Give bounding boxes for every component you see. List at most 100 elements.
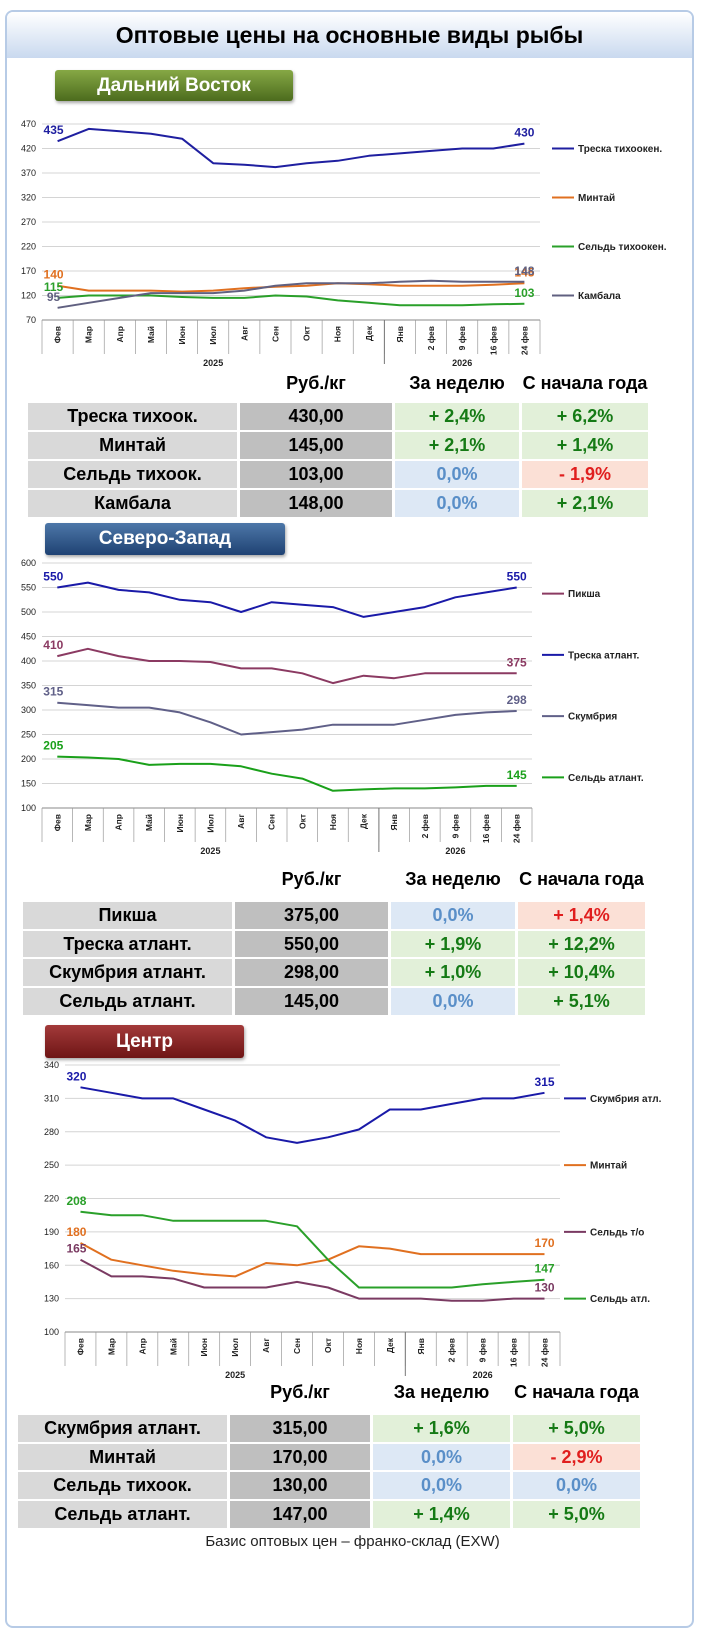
table-cell: + 2,1% <box>395 432 519 459</box>
table-cell: 0,0% <box>395 461 519 488</box>
table-cell: 145,00 <box>240 432 392 459</box>
column-header: С начала года <box>514 1381 639 1402</box>
region-badge: Центр <box>45 1025 244 1058</box>
legend-label: Сельдь т/о <box>590 1227 644 1238</box>
x-tick-label: 2 фев <box>447 1338 457 1362</box>
table-cell: 148,00 <box>240 490 392 517</box>
frame <box>5 10 694 1628</box>
series-line <box>80 1258 545 1302</box>
data-label: 170 <box>535 1236 555 1250</box>
x-tick-label: Янв <box>389 814 399 830</box>
row-label: Сельдь тихоок. <box>18 1472 227 1500</box>
legend-label: Пикша <box>568 589 601 600</box>
table-cell: 170,00 <box>230 1443 370 1471</box>
data-label: 298 <box>507 693 527 707</box>
table-cell: 0,0% <box>395 490 519 517</box>
table-cell: 315,00 <box>230 1415 370 1442</box>
table-cell: + 10,4% <box>518 959 645 987</box>
x-tick-label: Авг <box>239 326 249 341</box>
x-tick-label: Фев <box>75 1338 85 1355</box>
row-label: Минтай <box>28 432 237 459</box>
table-cell: 0,0% <box>391 902 515 929</box>
series-line <box>80 1086 545 1144</box>
table-cell: + 6,2% <box>522 403 648 430</box>
table-cell: 430,00 <box>240 403 392 430</box>
x-tick-label: Дек <box>359 813 369 829</box>
x-tick-label: Апр <box>114 814 124 830</box>
x-tick-label: 24 фев <box>540 1338 550 1367</box>
data-label: 410 <box>43 638 63 652</box>
x-tick-label: 24 фев <box>512 814 522 843</box>
data-label: 205 <box>43 739 63 753</box>
table-cell: + 1,4% <box>522 432 648 459</box>
y-tick-label: 280 <box>44 1127 59 1137</box>
x-tick-label: Сен <box>270 326 280 342</box>
table-cell: 145,00 <box>235 988 388 1015</box>
x-tick-label: Окт <box>323 1338 333 1353</box>
y-tick-label: 400 <box>21 656 36 666</box>
x-tick-label: Ноя <box>333 326 343 342</box>
x-tick-label: Апр <box>115 326 125 342</box>
table-cell: 298,00 <box>235 959 388 987</box>
data-label: 165 <box>66 1242 86 1256</box>
column-header: С начала года <box>519 869 644 889</box>
x-tick-label: Ноя <box>328 814 338 830</box>
x-tick-label: 16 фев <box>509 1338 519 1367</box>
data-label: 147 <box>535 1262 555 1276</box>
y-tick-label: 270 <box>21 217 36 227</box>
y-tick-label: 220 <box>44 1194 59 1204</box>
table-cell: + 1,0% <box>391 959 515 987</box>
table-cell: 375,00 <box>235 902 388 929</box>
x-tick-label: 9 фев <box>457 326 467 350</box>
legend-label: Сельдь атл. <box>590 1294 650 1305</box>
data-label: 130 <box>535 1281 555 1295</box>
x-tick-label: 24 фев <box>519 326 529 355</box>
row-label: Скумбрия атлант. <box>23 959 232 987</box>
data-label: 435 <box>44 123 64 137</box>
x-tick-label: Мар <box>83 814 93 831</box>
x-tick-label: Дек <box>364 325 374 341</box>
column-header: Руб./кг <box>286 373 346 393</box>
x-tick-label: Июл <box>205 814 215 833</box>
y-tick-label: 250 <box>44 1160 59 1170</box>
legend-label: Минтай <box>590 1161 627 1172</box>
legend-label: Скумбрия атл. <box>590 1093 662 1105</box>
line-chart: 70 120 170 220 270 320 370 420 470 Фев Мар Апр Май Ию… <box>21 119 667 368</box>
series-line <box>57 701 517 736</box>
x-tick-label: Июн <box>175 814 185 833</box>
row-label: Сельдь атлант. <box>23 988 232 1015</box>
legend-label: Скумбрия <box>568 711 617 723</box>
y-tick-label: 190 <box>44 1227 59 1237</box>
table-cell: + 2,1% <box>522 490 648 517</box>
x-tick-label: Авг <box>236 814 246 829</box>
data-label: 145 <box>507 768 527 782</box>
x-tick-label: Июл <box>208 326 218 345</box>
x-tick-label: Дек <box>385 1337 395 1353</box>
y-tick-label: 470 <box>21 119 36 129</box>
x-tick-label: 9 фев <box>478 1338 488 1362</box>
row-label: Камбала <box>28 490 237 517</box>
x-tick-label: Апр <box>137 1338 147 1354</box>
table-cell: 0,0% <box>391 988 515 1015</box>
x-tick-label: Май <box>146 326 156 343</box>
y-tick-label: 150 <box>21 779 36 789</box>
data-label: 315 <box>43 685 63 699</box>
data-label: 320 <box>66 1069 86 1083</box>
x-tick-label: Янв <box>416 1338 426 1354</box>
group-label: 2025 <box>225 1370 245 1380</box>
row-label: Треска тихоок. <box>28 403 237 430</box>
data-label: 148 <box>514 264 534 278</box>
group-label: 2026 <box>473 1370 493 1380</box>
y-tick-label: 320 <box>21 193 36 203</box>
y-tick-label: 120 <box>21 291 36 301</box>
column-header: За неделю <box>405 869 501 889</box>
series-line <box>57 279 525 309</box>
x-tick-label: Май <box>168 1338 178 1355</box>
line-chart: 100 150 200 250 300 350 400 450 500 550 600 Фев Мар А… <box>21 558 644 856</box>
data-label: 140 <box>44 268 64 282</box>
y-tick-label: 500 <box>21 607 36 617</box>
data-label: 95 <box>47 290 61 304</box>
group-label: 2026 <box>445 846 465 856</box>
table-cell: - 1,9% <box>522 461 648 488</box>
x-tick-label: 2 фев <box>426 326 436 350</box>
